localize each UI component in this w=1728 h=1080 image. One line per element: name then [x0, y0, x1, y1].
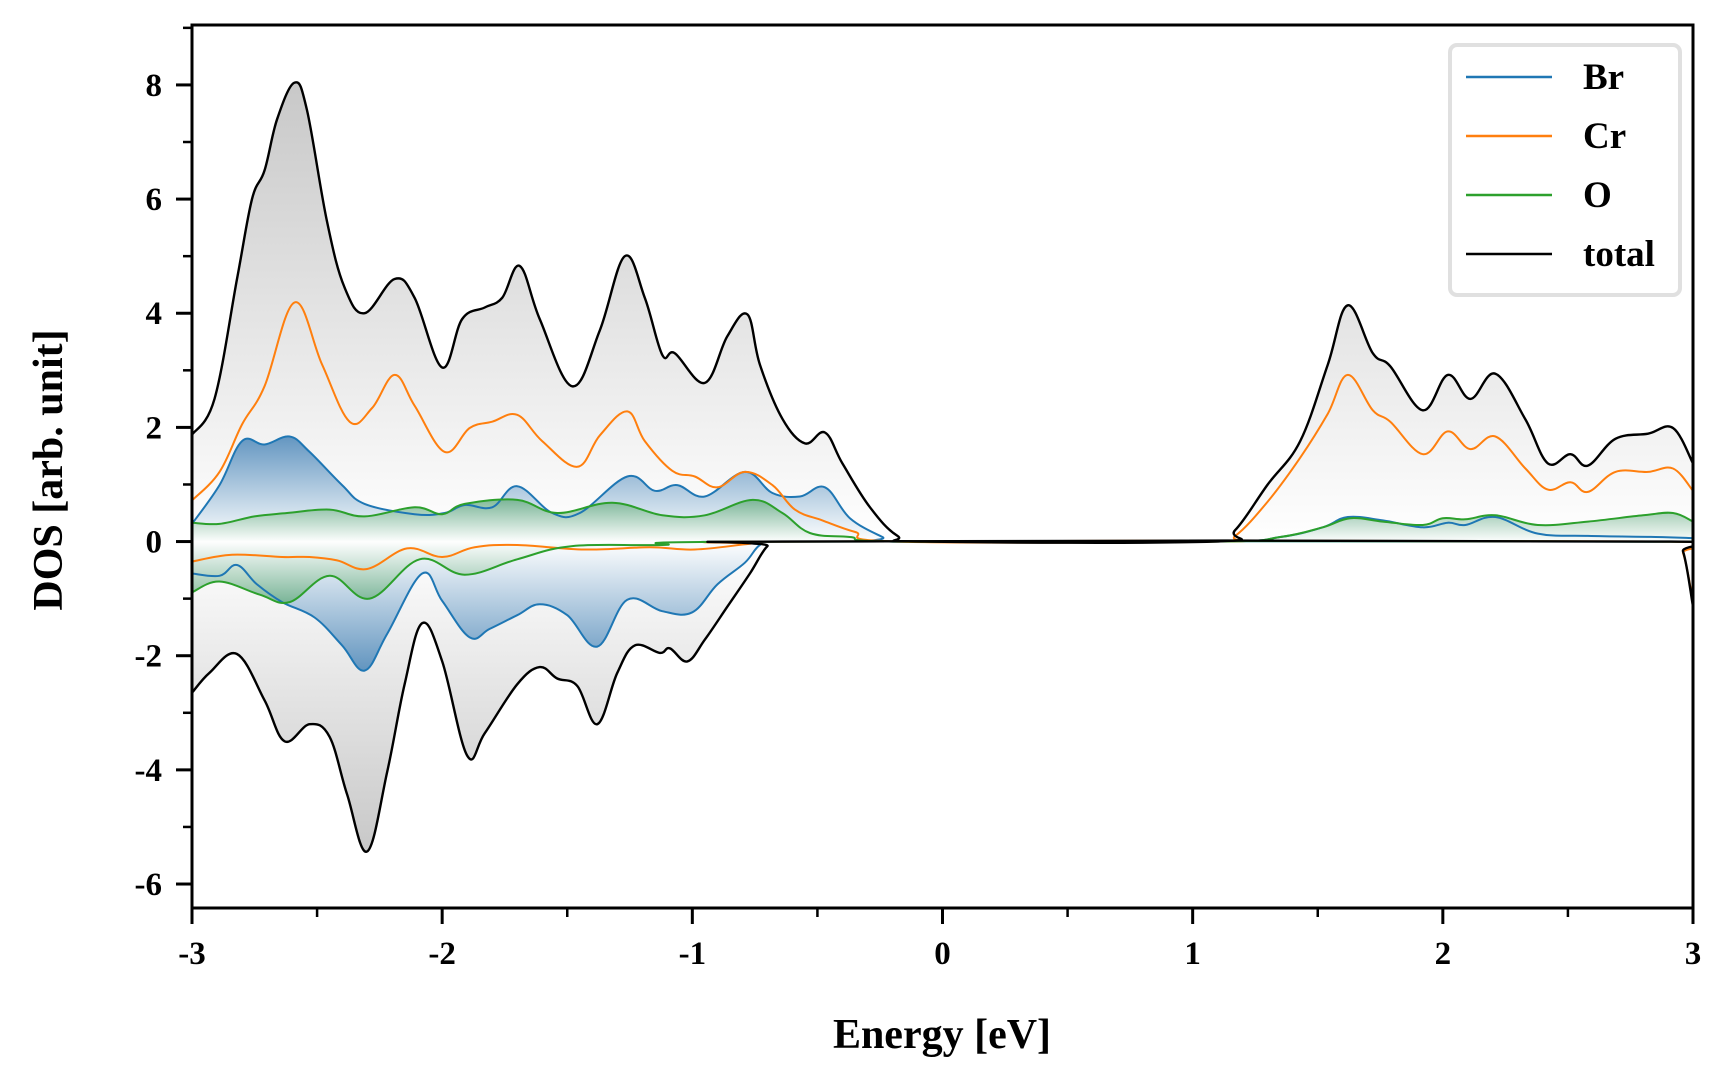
line-cr-spin-up: [192, 301, 1693, 544]
legend-box: [1448, 43, 1682, 297]
fill-layer: [192, 82, 1693, 852]
fill-total-spin-up: [192, 82, 1693, 543]
line-br-spin-up: [192, 435, 1693, 544]
fill-br-spin-down: [192, 541, 1693, 671]
x-tick-label: -1: [679, 936, 707, 972]
y-axis-label: DOS [arb. unit]: [26, 329, 72, 610]
legend-label-o: O: [1583, 175, 1612, 216]
x-tick-label: -2: [428, 936, 456, 972]
y-axis: -6 -4 -2 0 2 4 6 8: [135, 26, 192, 903]
line-total-spin-down: [192, 539, 1693, 853]
x-tick-label: 2: [1435, 936, 1452, 972]
y-tick-label: -6: [135, 867, 163, 903]
x-axis-label: Energy [eV]: [833, 1012, 1051, 1058]
y-tick-label: -2: [135, 639, 163, 675]
y-tick-label: 0: [146, 525, 163, 561]
y-tick-label: 4: [146, 296, 163, 332]
legend-label-total: total: [1583, 234, 1655, 275]
legend-label-br: Br: [1583, 57, 1624, 98]
line-o-spin-up: [192, 498, 1693, 544]
y-tick-label: 8: [146, 68, 163, 104]
fill-o-spin-down: [192, 541, 1693, 603]
x-tick-label: 1: [1184, 936, 1201, 972]
x-axis: -3 -2 -1 0 1 2 3: [178, 908, 1701, 972]
fill-total-spin-down: [192, 540, 1693, 852]
y-tick-label: 6: [146, 182, 163, 218]
x-tick-label: 3: [1685, 936, 1702, 972]
x-tick-label: 0: [934, 936, 951, 972]
line-layer: [192, 81, 1693, 853]
y-tick-label: -4: [135, 753, 163, 789]
fill-o-spin-up: [192, 499, 1693, 543]
y-tick-label: 2: [146, 410, 163, 446]
x-tick-label: -3: [178, 936, 206, 972]
line-total-spin-up: [192, 81, 1693, 544]
legend-label-cr: Cr: [1583, 116, 1626, 157]
